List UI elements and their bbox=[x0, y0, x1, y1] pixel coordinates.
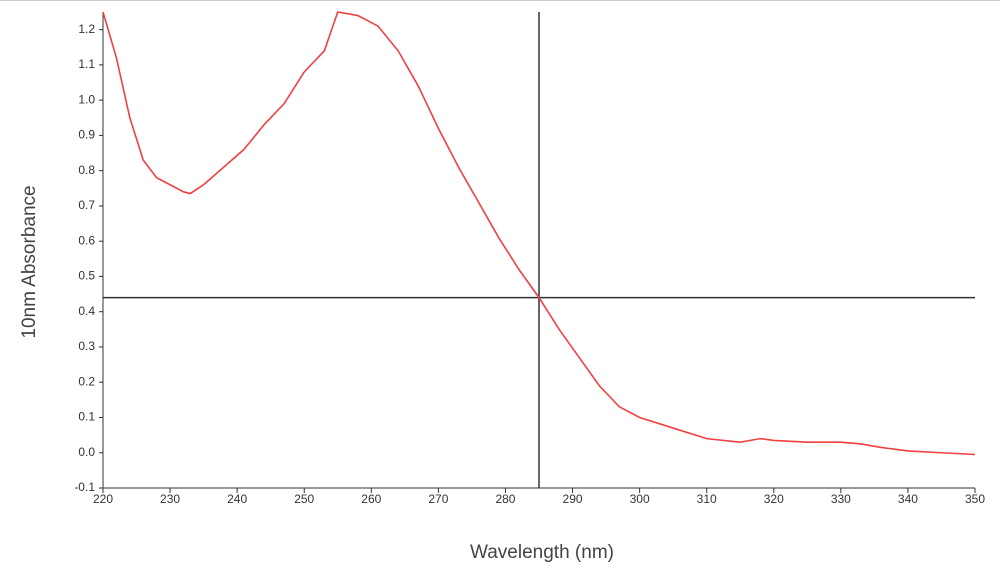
x-axis-title: Wavelength (nm) bbox=[470, 542, 614, 563]
y-tick-label: 0.9 bbox=[78, 128, 95, 142]
x-tick-label: 350 bbox=[965, 492, 985, 506]
x-tick-label: 290 bbox=[563, 492, 583, 506]
y-tick-label: 0.8 bbox=[78, 163, 95, 177]
y-tick-label: -0.1 bbox=[74, 480, 95, 494]
data-line bbox=[102, 11, 976, 456]
y-tick-label: 0.7 bbox=[78, 198, 95, 212]
y-tick-label: 1.0 bbox=[78, 92, 95, 106]
x-tick-label: 280 bbox=[495, 492, 515, 506]
x-tick-label: 320 bbox=[764, 492, 784, 506]
x-tick-label: 260 bbox=[361, 492, 381, 506]
x-tick-label: 310 bbox=[697, 492, 717, 506]
x-tick-label: 340 bbox=[898, 492, 918, 506]
x-tick-label: 300 bbox=[630, 492, 650, 506]
y-tick-label: 0.5 bbox=[78, 269, 95, 283]
y-tick-label: 0.6 bbox=[78, 233, 95, 247]
y-tick-label: 0.3 bbox=[78, 339, 95, 353]
x-tick-label: 270 bbox=[428, 492, 448, 506]
y-tick-label: 0.2 bbox=[78, 374, 95, 388]
x-tick-label: 250 bbox=[294, 492, 314, 506]
y-tick-label: 1.1 bbox=[78, 57, 95, 71]
y-tick-label: 0.1 bbox=[78, 410, 95, 424]
x-tick-label: 220 bbox=[93, 492, 113, 506]
x-tick-label: 330 bbox=[831, 492, 851, 506]
x-tick-label: 240 bbox=[227, 492, 247, 506]
y-tick-label: 1.2 bbox=[78, 22, 95, 36]
y-tick-label: 0.4 bbox=[78, 304, 95, 318]
y-tick-label: 0.0 bbox=[78, 445, 95, 459]
x-tick-label: 230 bbox=[160, 492, 180, 506]
y-axis-title: 10nm Absorbance bbox=[19, 185, 40, 338]
